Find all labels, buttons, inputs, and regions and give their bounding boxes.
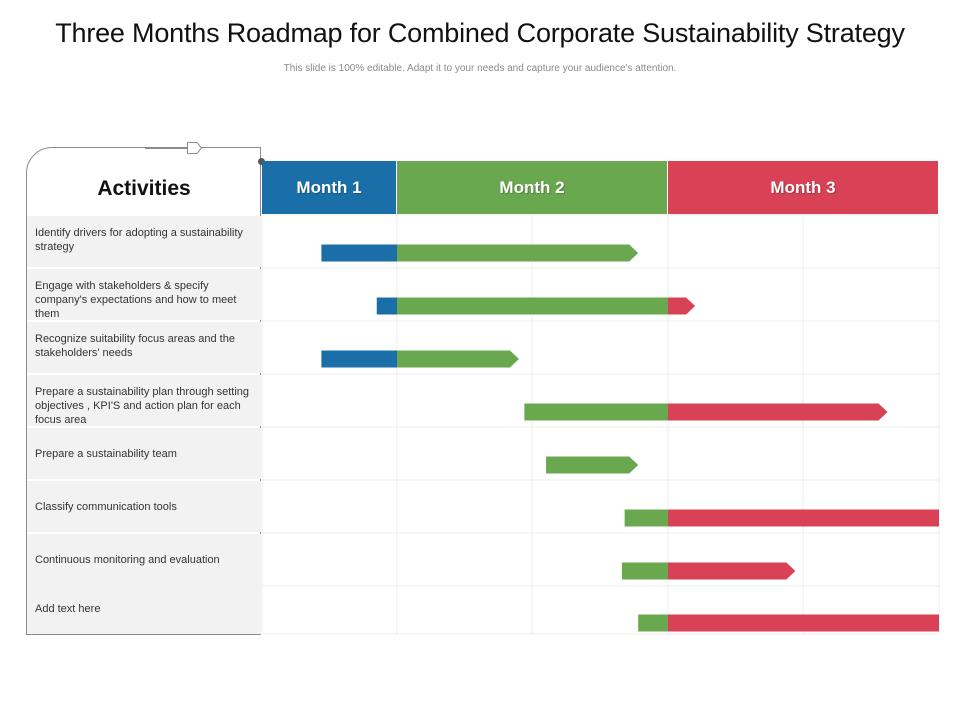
activity-label-4: Prepare a sustainability plan through se…: [27, 375, 261, 426]
activities-header: Activities: [97, 177, 191, 200]
activity-7-bar-month-2: [621, 562, 668, 580]
activity-5-bar-month-2: [546, 456, 639, 474]
activity-label-7: Continuous monitoring and evaluation: [27, 534, 261, 585]
activity-label-1: Identify drivers for adopting a sustaina…: [27, 216, 261, 267]
slide-subtitle: This slide is 100% editable. Adapt it to…: [283, 63, 677, 74]
activity-label-5: Prepare a sustainability team: [27, 428, 261, 479]
activity-4-bar-month-3: [668, 403, 888, 421]
month-header-1: Month 1: [262, 161, 396, 214]
activity-label-8: Add text here: [27, 584, 261, 634]
tab-connector-line: [145, 148, 191, 149]
activity-6-bar-month-3: [668, 509, 939, 527]
activity-1-bar-month-1: [321, 244, 397, 262]
activities-panel: Activities Identify drivers for adopting…: [26, 147, 261, 635]
activity-8-bar-month-3: [668, 614, 939, 632]
activity-2-bar-month-2: [397, 297, 668, 315]
activity-label-6: Classify communication tools: [27, 481, 261, 532]
slide-title: Three Months Roadmap for Combined Corpor…: [55, 18, 905, 48]
activity-3-bar-month-1: [321, 350, 397, 368]
activity-8-bar-month-2: [638, 614, 668, 632]
activity-6-bar-month-2: [624, 509, 668, 527]
activity-2-bar-month-1: [376, 297, 397, 315]
activity-label-3: Recognize suitability focus areas and th…: [27, 322, 261, 373]
tab-flag-icon: [187, 142, 202, 154]
activity-7-bar-month-3: [668, 562, 796, 580]
month-header-3: Month 3: [668, 161, 938, 214]
activity-label-2: Engage with stakeholders & specify compa…: [27, 269, 261, 320]
timeline-anchor-dot: [258, 158, 265, 165]
activity-1-bar-month-2: [397, 244, 639, 262]
activity-4-bar-month-2: [524, 403, 668, 421]
activity-2-bar-month-3: [668, 297, 696, 315]
activity-3-bar-month-2: [397, 350, 519, 368]
month-header-2: Month 2: [397, 161, 667, 214]
